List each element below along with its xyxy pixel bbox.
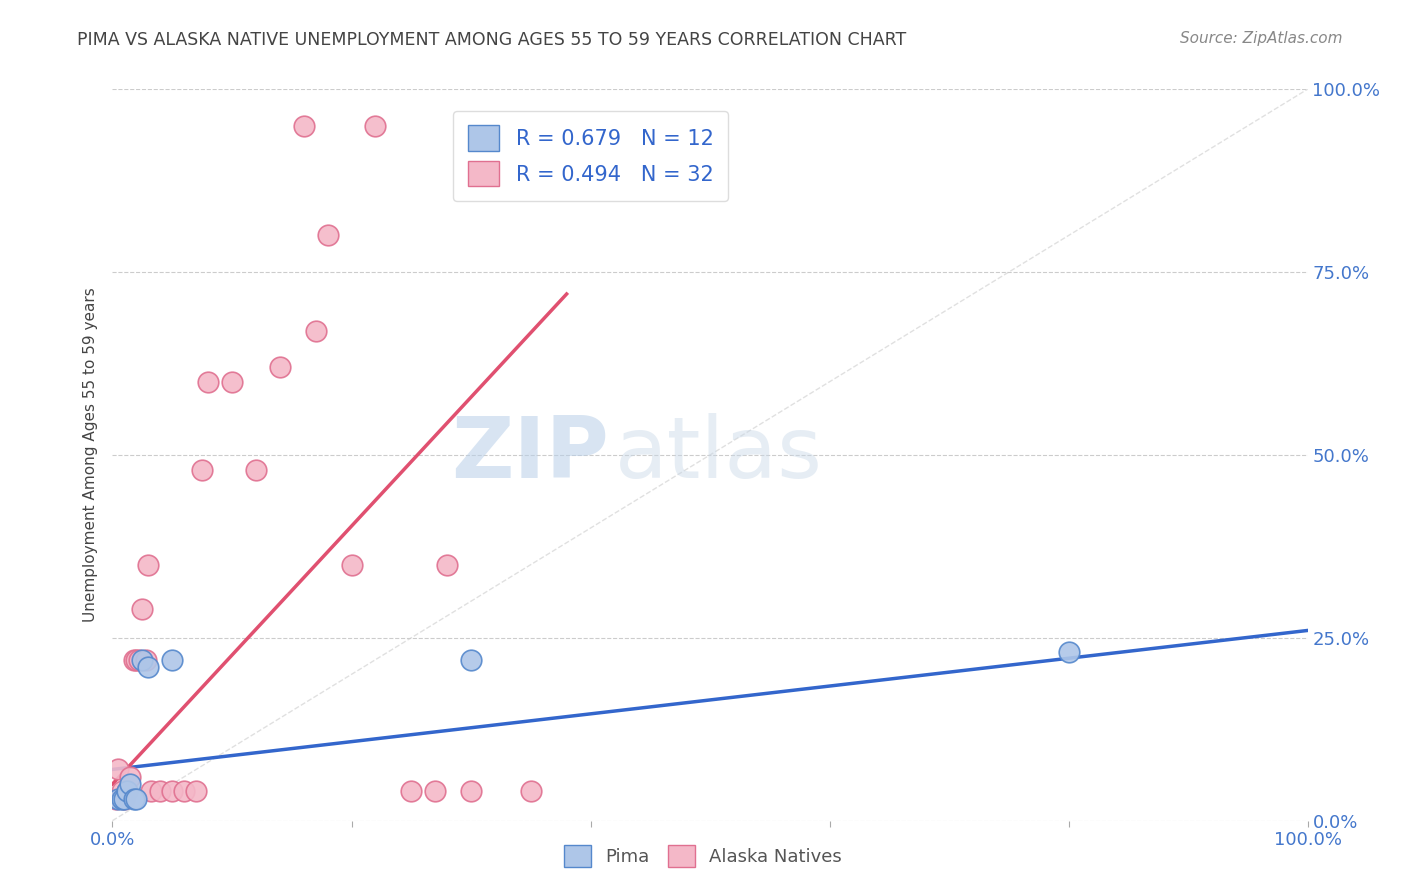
Point [128,653,150,667]
Legend: R = 0.679   N = 12, R = 0.494   N = 32: R = 0.679 N = 12, R = 0.494 N = 32 [453,111,728,201]
Point [292,119,315,133]
Text: PIMA VS ALASKA NATIVE UNEMPLOYMENT AMONG AGES 55 TO 59 YEARS CORRELATION CHART: PIMA VS ALASKA NATIVE UNEMPLOYMENT AMONG… [77,31,907,49]
Point [460,784,482,798]
Point [115,784,138,798]
Point [138,660,160,674]
Point [460,653,482,667]
Point [186,784,208,798]
Point [122,791,145,805]
Point [425,784,447,798]
Point [162,784,183,798]
Point [340,558,363,572]
Point [125,653,148,667]
Point [111,784,134,798]
Point [114,791,135,805]
Point [221,375,243,389]
Legend: Pima, Alaska Natives: Pima, Alaska Natives [557,838,849,874]
Point [401,784,423,798]
Point [520,784,543,798]
Point [162,653,183,667]
Point [131,653,153,667]
Point [245,462,267,476]
Point [138,558,160,572]
Point [114,791,135,805]
Text: atlas: atlas [614,413,823,497]
Text: Source: ZipAtlas.com: Source: ZipAtlas.com [1180,31,1343,46]
Point [173,784,195,798]
Point [364,119,387,133]
Point [305,324,328,338]
Point [111,791,134,805]
Point [135,653,157,667]
Point [1057,645,1080,659]
Point [115,784,138,798]
Text: ZIP: ZIP [451,413,609,497]
Point [269,360,291,375]
Point [316,228,339,243]
Point [125,791,148,805]
Point [131,601,153,615]
Point [149,784,172,798]
Point [197,375,219,389]
Point [107,763,129,777]
Y-axis label: Unemployment Among Ages 55 to 59 years: Unemployment Among Ages 55 to 59 years [83,287,98,623]
Point [139,784,162,798]
Point [105,791,128,805]
Point [107,791,129,805]
Point [120,777,142,791]
Point [122,653,145,667]
Point [191,462,214,476]
Point [120,770,142,784]
Point [436,558,458,572]
